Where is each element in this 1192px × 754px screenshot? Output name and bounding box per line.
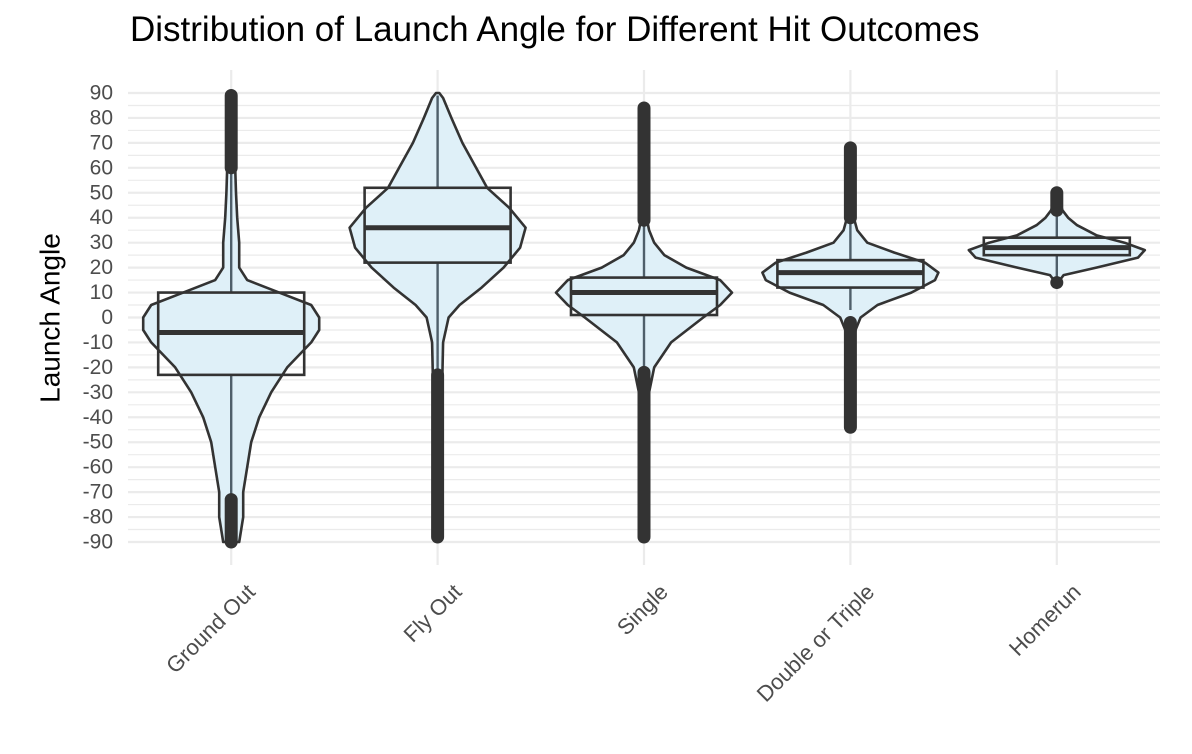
chart-title: Distribution of Launch Angle for Differe… bbox=[130, 10, 980, 49]
y-tick-label: 90 bbox=[90, 82, 113, 105]
y-axis-title: Launch Angle bbox=[34, 233, 65, 403]
x-tick-label: Homerun bbox=[1004, 579, 1086, 661]
x-tick-label: Double or Triple bbox=[752, 579, 880, 707]
y-tick-label: 60 bbox=[90, 156, 113, 179]
y-tick-label: -20 bbox=[83, 356, 113, 379]
y-tick-label: 0 bbox=[101, 306, 113, 329]
y-tick-label: -50 bbox=[83, 431, 113, 454]
x-tick-label: Fly Out bbox=[399, 579, 467, 647]
y-tick-label: 20 bbox=[90, 256, 113, 279]
y-tick-label: -30 bbox=[83, 381, 113, 404]
y-tick-label: -80 bbox=[83, 506, 113, 529]
x-tick-label: Single bbox=[612, 579, 673, 640]
y-tick-label: -10 bbox=[83, 331, 113, 354]
y-tick-label: -60 bbox=[83, 456, 113, 479]
y-tick-label: 10 bbox=[90, 281, 113, 304]
y-tick-label: -70 bbox=[83, 481, 113, 504]
y-tick-label: 40 bbox=[90, 206, 113, 229]
y-tick-label: 30 bbox=[90, 231, 113, 254]
mark-layer bbox=[141, 88, 1147, 549]
x-tick-label: Ground Out bbox=[161, 579, 260, 678]
y-tick-label: -90 bbox=[83, 531, 113, 554]
y-tick-label: 80 bbox=[90, 106, 113, 129]
outlier-point bbox=[1050, 276, 1064, 290]
y-tick-label: -40 bbox=[83, 406, 113, 429]
y-tick-label: 70 bbox=[90, 131, 113, 154]
box bbox=[569, 276, 719, 317]
y-tick-label: 50 bbox=[90, 181, 113, 204]
